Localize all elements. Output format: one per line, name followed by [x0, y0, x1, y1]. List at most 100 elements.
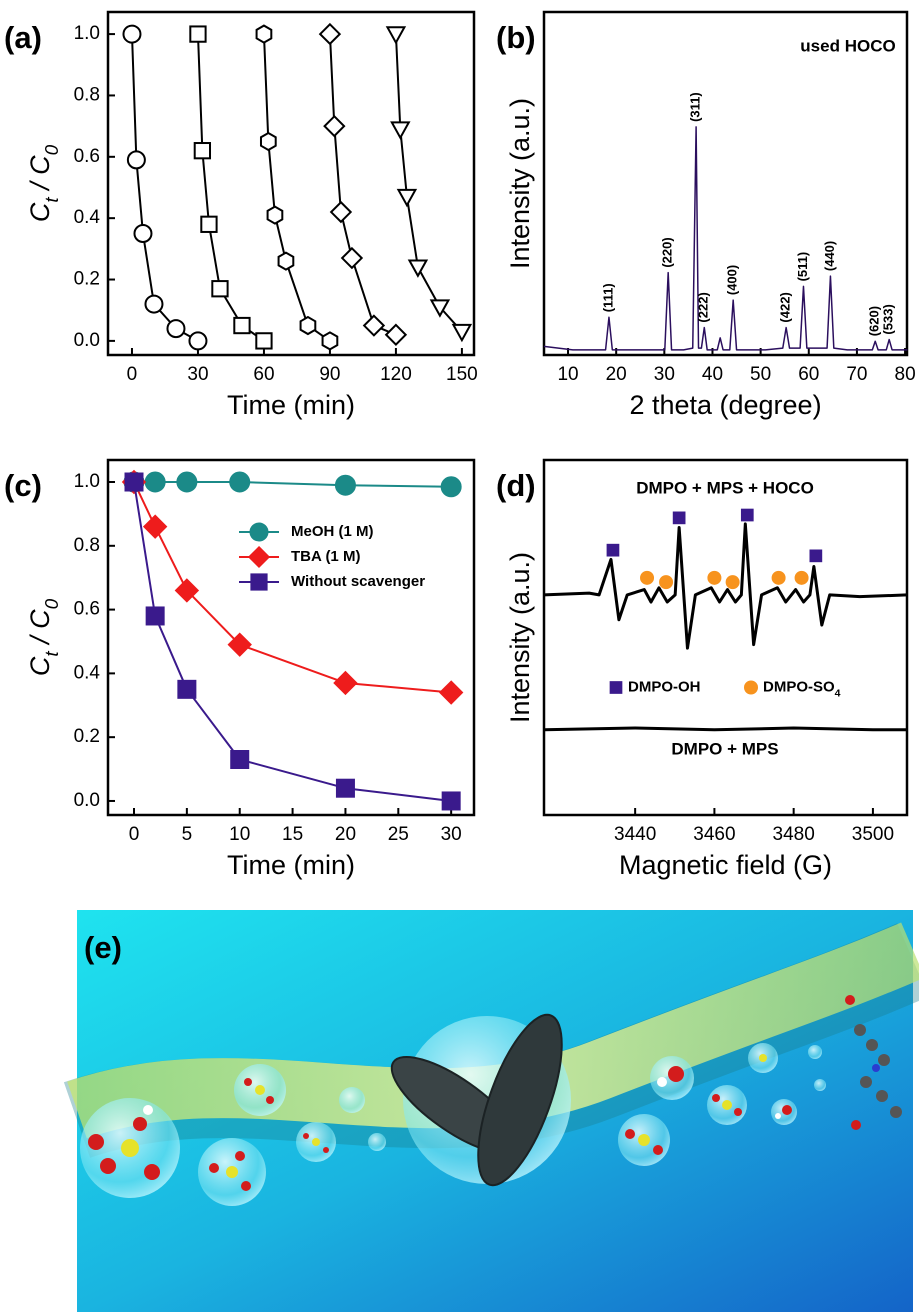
marker: [188, 331, 208, 351]
marker: [609, 681, 623, 694]
marker: [174, 578, 200, 603]
marker: [166, 319, 186, 339]
marker: [200, 215, 218, 233]
series-line: [543, 726, 907, 732]
marker: [318, 22, 342, 46]
x-axis-label: Time (min): [227, 390, 355, 420]
marker: [396, 188, 418, 208]
peak-label: (111): [600, 283, 615, 312]
marker: [189, 25, 207, 43]
x-tick-label: 5: [182, 824, 193, 845]
marker: [277, 251, 295, 271]
marker: [176, 471, 198, 493]
y-axis-label: Intensity (a.u.): [505, 552, 535, 723]
legend-label-part: 4: [835, 687, 841, 699]
plot-frame: [106, 458, 476, 817]
y-tick-label: 1.0: [74, 23, 100, 44]
y-tick-label: 0.4: [74, 662, 101, 683]
marker: [640, 570, 655, 585]
y-tick-label: 0.2: [74, 269, 100, 290]
y-tick-label: 0.4: [74, 207, 101, 228]
peak-label: (422): [778, 292, 793, 322]
marker: [230, 750, 250, 770]
x-tick-label: 60: [253, 364, 274, 385]
molecules: [88, 995, 902, 1191]
annotation: DMPO + MPS + HOCO: [636, 478, 814, 497]
peak-label: (311): [688, 92, 703, 122]
catalyst: [390, 1013, 563, 1187]
y-tick-label: 0.0: [74, 330, 100, 351]
marker: [227, 632, 252, 657]
y-axis-label: Ct / C0: [25, 598, 62, 676]
x-tick-label: 20: [606, 364, 627, 385]
x-tick-label: 30: [187, 364, 208, 385]
marker: [335, 778, 355, 798]
marker: [323, 114, 346, 138]
marker: [429, 299, 451, 318]
x-axis-label: Magnetic field (G): [619, 850, 832, 880]
x-tick-label: 10: [229, 824, 250, 845]
x-tick-label: 3480: [773, 824, 815, 845]
x-tick-label: 15: [282, 824, 303, 845]
y-axis-label: Intensity (a.u.): [505, 98, 535, 269]
marker: [321, 331, 339, 351]
marker: [440, 476, 462, 498]
marker: [362, 314, 386, 337]
panel-label: (d): [496, 468, 536, 503]
marker: [329, 200, 353, 224]
marker: [259, 131, 277, 152]
plot-frame: [106, 10, 476, 357]
panel-label: (c): [4, 468, 42, 503]
series-line: [130, 34, 199, 342]
x-tick-label: 50: [750, 364, 771, 385]
y-axis-label-part: 0: [42, 144, 63, 155]
marker: [144, 471, 166, 493]
marker: [771, 570, 786, 585]
marker: [606, 543, 620, 557]
marker: [255, 24, 273, 44]
x-tick-label: 3460: [693, 824, 735, 845]
x-tick-label: 10: [557, 364, 578, 385]
x-tick-label: 90: [319, 364, 340, 385]
annotation: used HOCO: [800, 36, 895, 55]
x-tick-label: 150: [446, 364, 478, 385]
annotation: DMPO + MPS: [671, 739, 778, 758]
series-line: [133, 481, 452, 802]
marker: [740, 508, 754, 522]
marker: [809, 549, 823, 563]
y-tick-label: 1.0: [74, 471, 100, 492]
x-axis-label: 2 theta (degree): [629, 390, 821, 420]
marker: [672, 511, 686, 525]
peak-label: (620): [867, 306, 882, 336]
marker: [438, 680, 464, 705]
marker: [122, 24, 142, 44]
panel-e: (e): [63, 910, 919, 1312]
y-axis-label-part: t: [42, 197, 63, 203]
legend-label-part: TBA (1 M): [291, 548, 360, 565]
y-tick-label: 0.0: [74, 790, 100, 811]
marker: [794, 570, 809, 585]
peak-label: (511): [795, 252, 810, 282]
marker: [250, 573, 268, 591]
y-axis-label-part: t: [42, 651, 63, 657]
marker: [233, 316, 251, 335]
y-axis-label-part: Intensity (a.u.): [505, 552, 535, 723]
legend-label: Without scavenger: [291, 573, 425, 590]
x-tick-label: 30: [441, 824, 462, 845]
marker: [451, 323, 473, 343]
marker: [211, 280, 229, 298]
x-tick-label: 3500: [852, 824, 894, 845]
x-tick-label: 25: [388, 824, 409, 845]
x-tick-label: 40: [702, 364, 723, 385]
legend-label-part: MeOH (1 M): [291, 523, 374, 540]
y-tick-label: 0.6: [74, 146, 100, 167]
series-line: [543, 126, 908, 351]
marker: [247, 545, 271, 569]
marker: [126, 150, 146, 170]
series-line: [328, 34, 397, 336]
x-tick-label: 20: [335, 824, 356, 845]
marker: [407, 259, 429, 278]
legend-label-part: Without scavenger: [291, 573, 425, 590]
legend-label: MeOH (1 M): [291, 523, 374, 540]
